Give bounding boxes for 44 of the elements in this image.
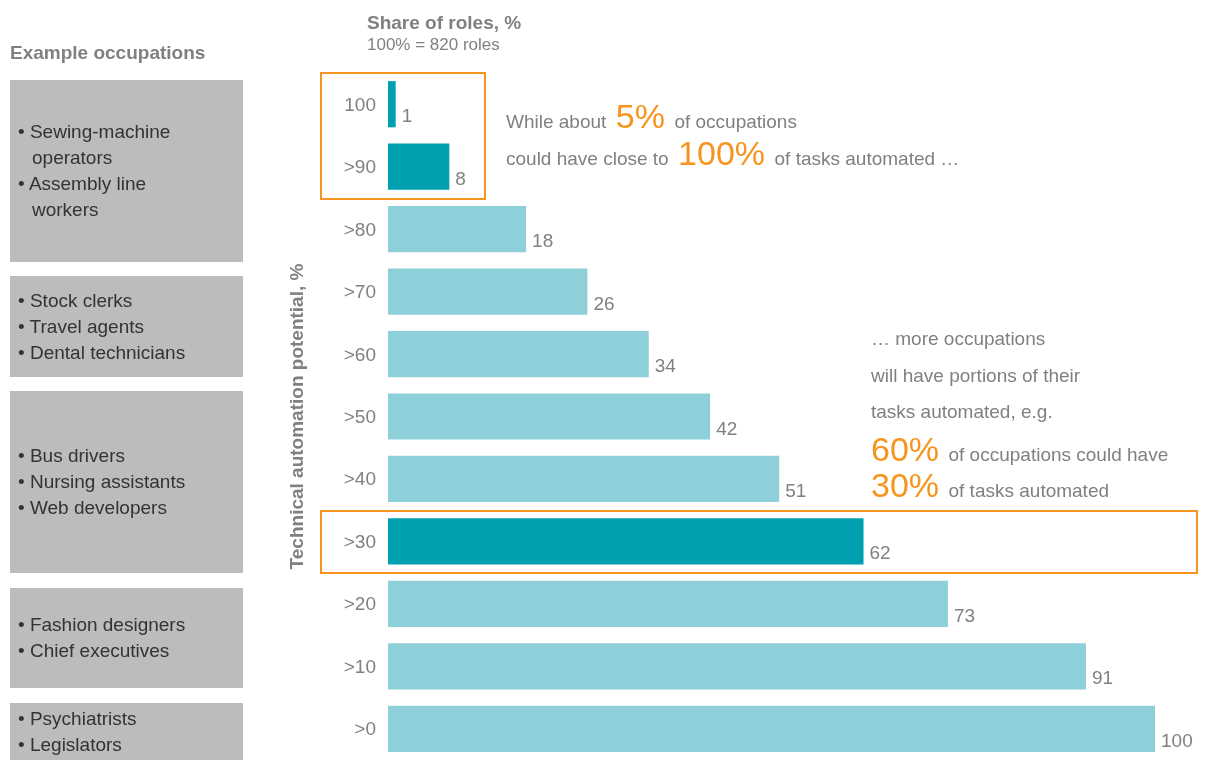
annotation: … more occupations will have portions of their tasks automated, e.g. 60% of occupations could have 30% of tasks automated [871,328,1169,504]
data-label: 26 [593,292,615,314]
y-tick-label: >20 [343,593,376,615]
data-label: 42 [716,417,738,439]
text: • Psychiatrists • Legislators [18,706,138,757]
data-label: 8 [455,167,466,189]
y-tick-label: >60 [343,343,376,365]
bar [388,705,1155,752]
data-label: 34 [654,355,677,377]
y-tick-label: >80 [343,218,376,240]
y-tick-label: >30 [343,530,376,552]
bar [388,330,649,378]
bar [388,81,396,128]
data-label: 73 [953,604,976,626]
text: • Bus drivers • Nursing assistants • Web developers [18,444,187,520]
bar [388,206,527,253]
bar [388,455,780,503]
y-tick-label: >90 [343,156,376,178]
y-tick-label: >70 [343,281,376,303]
bar [388,143,450,190]
data-label: 91 [1091,667,1114,689]
bar [388,393,711,440]
bar [388,518,864,565]
annotation: While about 5% of occupations could have close to 100% of tasks automated … [506,97,960,172]
text: Example occupations [10,42,206,64]
bar [388,268,588,315]
data-label: 62 [869,542,891,564]
y-axis-title: Technical automation potential, % [286,263,307,570]
text: • Fashion designers • Chief executives [18,613,187,663]
bar [388,580,948,627]
data-label: 18 [532,230,554,252]
y-tick-label: >50 [343,406,376,427]
y-tick-label: 100 [344,93,376,115]
chart-subtitle: 100% = 820 roles [367,35,500,54]
data-label: 51 [785,479,807,501]
chart-title: Share of roles, % [367,12,522,33]
y-tick-label: >40 [343,468,376,490]
bar [388,643,1086,690]
y-tick-label: >10 [343,655,376,677]
data-label: 100 [1161,729,1193,751]
y-tick-label: >0 [354,718,376,740]
text: • Stock clerks • Travel agents • Dental technicians [18,288,187,365]
data-label: 1 [401,105,413,127]
text: • Sewing-machine operators • Assembly line workers [18,120,172,222]
